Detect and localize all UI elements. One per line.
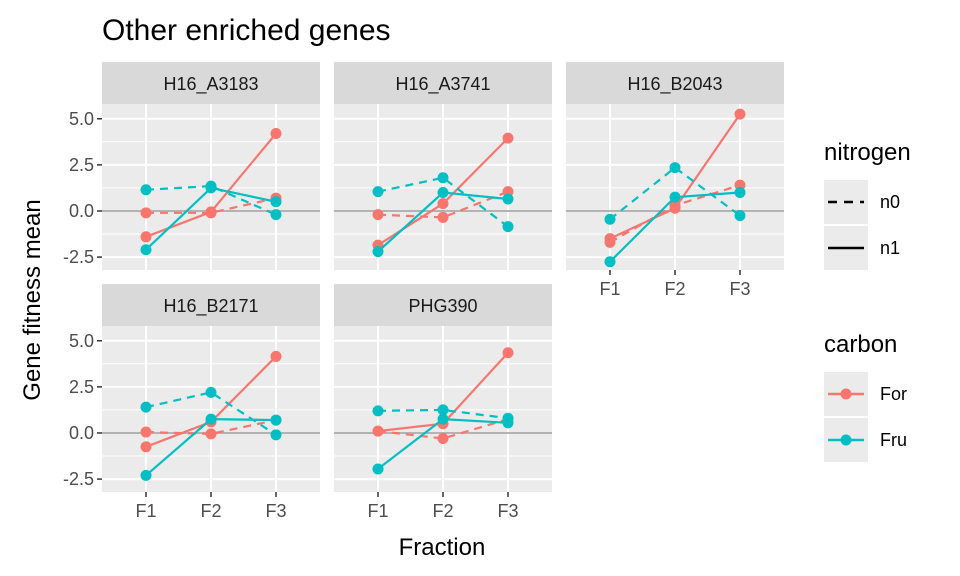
data-point	[205, 386, 217, 398]
x-tick-label: F3	[265, 501, 286, 521]
data-point	[669, 202, 681, 214]
strip-label: H16_A3183	[163, 74, 258, 95]
data-point	[437, 198, 449, 210]
strip-background	[102, 284, 320, 326]
data-point	[734, 187, 746, 199]
series-line-For-n0	[377, 418, 509, 440]
data-point	[669, 191, 681, 203]
chart-title: Other enriched genes	[102, 14, 391, 47]
data-point	[437, 172, 449, 184]
data-point	[270, 196, 282, 208]
data-point	[205, 413, 217, 425]
strip-label: H16_B2171	[163, 296, 258, 317]
x-tick-label: F1	[367, 501, 388, 521]
strip-label: H16_B2043	[627, 74, 722, 95]
x-tick-label: F1	[135, 501, 156, 521]
strip-background	[334, 284, 552, 326]
strip-label: H16_A3741	[395, 74, 490, 95]
panel-H16_B2171: H16_B2171 -2.5 0.0 2.5 5.0 F1 F2 F3	[63, 284, 320, 521]
data-point	[502, 417, 514, 429]
data-point	[437, 433, 449, 445]
series-line-Fru-n0	[377, 408, 509, 420]
y-tick-label: -2.5	[63, 469, 94, 489]
data-point	[205, 182, 217, 194]
legend-label-n1: n1	[880, 238, 900, 258]
y-tick-label: -2.5	[63, 247, 94, 267]
panel-H16_A3741: H16_A3741	[334, 62, 552, 270]
series-line-For-n0	[377, 190, 509, 219]
data-point	[270, 414, 282, 426]
strip-label: PHG390	[408, 296, 477, 316]
x-tick-label: F3	[497, 501, 518, 521]
data-point	[140, 426, 152, 438]
y-tick-label: 5.0	[69, 109, 94, 129]
data-point	[734, 108, 746, 120]
data-point	[270, 209, 282, 221]
y-tick-label: 2.5	[69, 155, 94, 175]
data-point	[372, 405, 384, 417]
data-point	[270, 350, 282, 362]
data-point	[140, 244, 152, 256]
data-point	[734, 210, 746, 222]
data-point	[140, 441, 152, 453]
legend-key-point-For	[840, 388, 852, 400]
legend-key-point-Fru	[840, 434, 852, 446]
data-point	[140, 184, 152, 196]
legend-label-For: For	[880, 384, 907, 404]
data-point	[205, 428, 217, 440]
y-tick-label: 5.0	[69, 331, 94, 351]
data-point	[437, 413, 449, 425]
data-point	[140, 207, 152, 219]
panel-PHG390: PHG390 F1 F2 F3	[334, 284, 552, 521]
legend-title-carbon: carbon	[824, 331, 897, 358]
data-point	[140, 469, 152, 481]
data-point	[437, 211, 449, 223]
strip-background	[566, 62, 784, 104]
data-point	[502, 132, 514, 144]
data-point	[502, 347, 514, 359]
x-tick-label: F1	[599, 279, 620, 299]
y-tick-label: 2.5	[69, 377, 94, 397]
data-point	[604, 213, 616, 225]
strip-background	[334, 62, 552, 104]
data-point	[140, 231, 152, 243]
data-point	[437, 404, 449, 416]
data-point	[604, 256, 616, 268]
y-axis-title: Gene fitness mean	[19, 199, 46, 400]
data-point	[372, 209, 384, 221]
legend-label-n0: n0	[880, 192, 900, 212]
strip-background	[102, 62, 320, 104]
x-tick-label: F2	[200, 501, 221, 521]
data-point	[604, 233, 616, 245]
data-point	[140, 401, 152, 413]
x-tick-label: F2	[664, 279, 685, 299]
data-point	[669, 162, 681, 174]
x-tick-label: F3	[729, 279, 750, 299]
data-point	[372, 246, 384, 258]
data-point	[205, 206, 217, 218]
legend-label-Fru: Fru	[880, 430, 907, 450]
panel-H16_A3183: H16_A3183 -2.5 0.0 2.5 5.0	[63, 62, 320, 270]
data-point	[502, 193, 514, 205]
series-line-For-n0	[145, 418, 277, 436]
data-point	[270, 429, 282, 441]
y-tick-label: 0.0	[69, 423, 94, 443]
legend: nitrogen n0 n1 carbon For Fru	[824, 139, 911, 462]
panels-layer: H16_A3183 -2.5 0.0 2.5 5.0 H16_A3741 H16_B2043…	[63, 62, 784, 521]
series-line-For-n0	[146, 196, 277, 214]
data-point	[270, 128, 282, 140]
data-point	[437, 187, 449, 199]
data-point	[372, 463, 384, 475]
panel-H16_B2043: H16_B2043 F1 F2 F3	[566, 62, 784, 299]
x-axis-title: Fraction	[399, 534, 486, 561]
legend-title-nitrogen: nitrogen	[824, 139, 911, 166]
data-point	[372, 186, 384, 198]
data-point	[372, 425, 384, 437]
x-tick-label: F2	[432, 501, 453, 521]
y-tick-label: 0.0	[69, 201, 94, 221]
data-point	[502, 221, 514, 233]
series-line-Fru-n0	[145, 184, 277, 216]
